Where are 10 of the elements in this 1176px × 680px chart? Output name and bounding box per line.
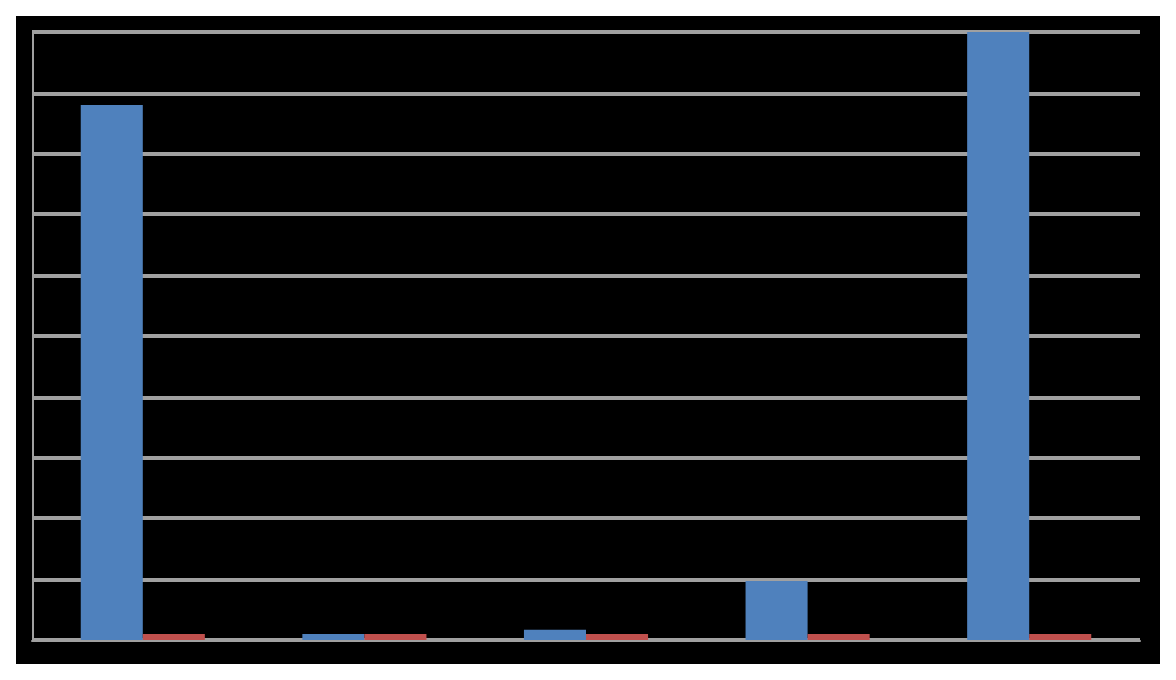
bar — [364, 633, 427, 640]
bar — [745, 581, 808, 640]
bar — [302, 633, 365, 640]
bar — [523, 629, 586, 640]
bar — [142, 633, 205, 640]
bar — [1029, 633, 1092, 640]
bar — [80, 104, 143, 640]
bar — [807, 633, 870, 640]
bar — [967, 32, 1030, 640]
bar — [586, 633, 649, 640]
